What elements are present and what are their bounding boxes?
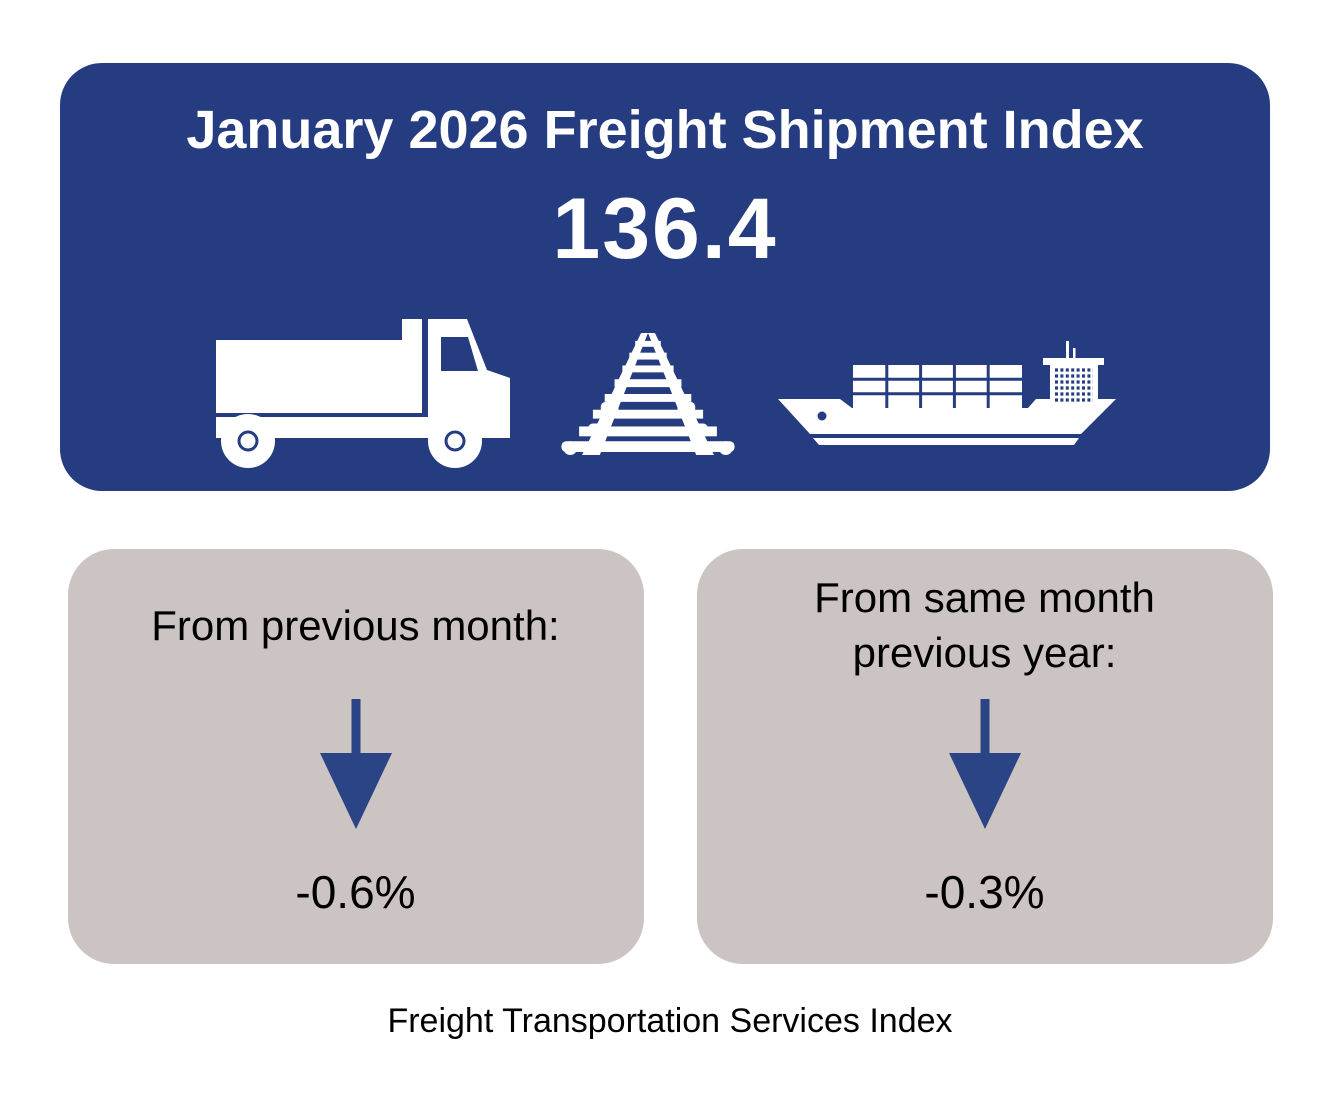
footer-caption: Freight Transportation Services Index — [387, 1002, 953, 1040]
truck-icon — [216, 319, 510, 468]
card-value: -0.6% — [295, 866, 416, 918]
railroad-tracks-icon — [561, 333, 735, 455]
page-title: January 2026 Freight Shipment Index — [186, 100, 1144, 160]
card-label: From same month previous year: — [814, 574, 1155, 676]
card-value: -0.3% — [924, 866, 1045, 918]
container-ship-icon — [778, 341, 1116, 445]
year-over-year-card: From same month previous year: -0.3% — [696, 549, 1273, 964]
card-label: From previous month: — [151, 601, 560, 649]
transport-icons-row — [60, 317, 1270, 469]
change-cards-row: From previous month: -0.6% From same mon… — [0, 549, 1340, 964]
index-summary-panel: January 2026 Freight Shipment Index 136.… — [60, 63, 1270, 491]
down-arrow-icon — [948, 699, 1021, 829]
month-over-month-card: From previous month: -0.6% — [67, 549, 644, 964]
index-value: 136.4 — [552, 181, 778, 278]
down-arrow-icon — [319, 699, 392, 829]
